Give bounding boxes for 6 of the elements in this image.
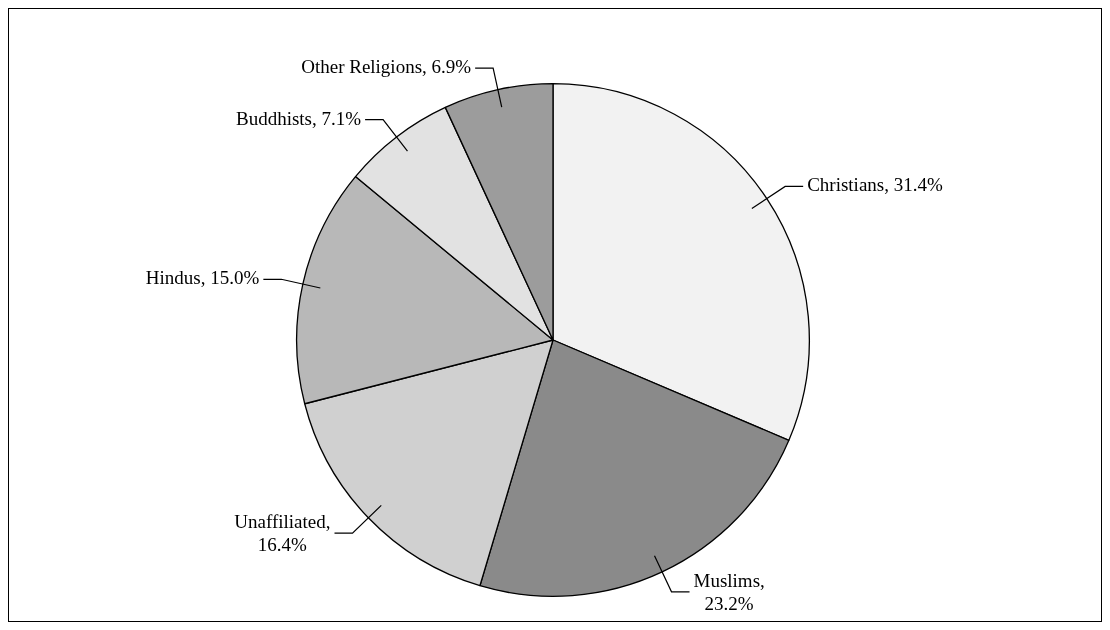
slice-label: Unaffiliated, 16.4% bbox=[234, 511, 331, 556]
slice-label: Muslims, 23.2% bbox=[693, 569, 765, 614]
slice-label: Other Religions, 6.9% bbox=[301, 56, 472, 78]
slice-label: Hindus, 15.0% bbox=[145, 267, 260, 289]
slice-label: Buddhists, 7.1% bbox=[235, 107, 362, 129]
slice-label: Christians, 31.4% bbox=[807, 174, 943, 196]
